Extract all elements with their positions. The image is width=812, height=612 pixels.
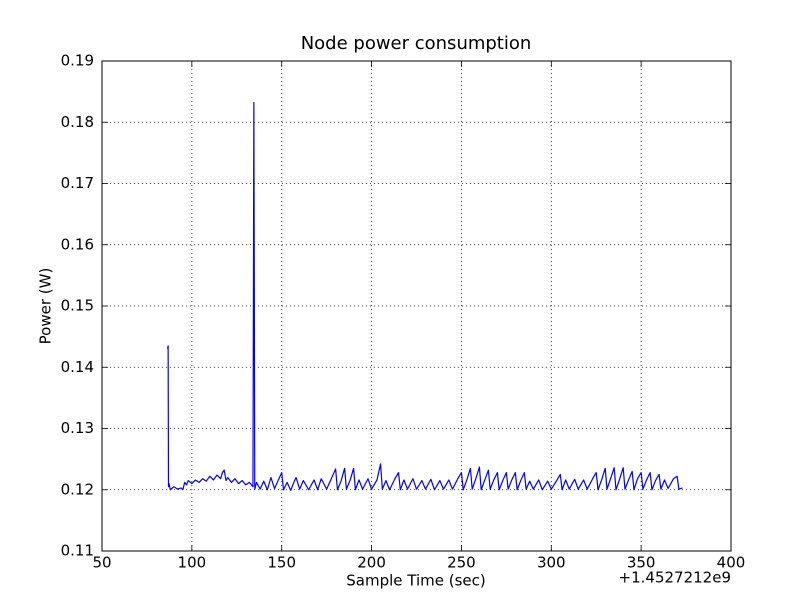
x-offset-label: +1.4527212e9 xyxy=(619,569,731,587)
y-tick-label: 0.14 xyxy=(61,358,94,376)
y-tick-label: 0.18 xyxy=(61,113,94,131)
x-tick-label: 50 xyxy=(92,554,111,572)
x-tick-label: 150 xyxy=(267,554,296,572)
y-tick-label: 0.15 xyxy=(61,297,94,315)
y-tick-label: 0.12 xyxy=(61,480,94,498)
x-tick-label: 350 xyxy=(627,554,656,572)
y-tick-label: 0.17 xyxy=(61,174,94,192)
y-tick-label: 0.13 xyxy=(61,419,94,437)
y-tick-label: 0.11 xyxy=(61,542,94,560)
data-line xyxy=(167,102,683,491)
x-tick-label: 400 xyxy=(717,554,746,572)
plot-frame xyxy=(101,60,732,552)
x-tick-label: 100 xyxy=(178,554,207,572)
x-tick-label: 300 xyxy=(537,554,566,572)
y-axis-label: Power (W) xyxy=(37,268,55,345)
chart-title: Node power consumption xyxy=(301,33,532,54)
x-tick-label: 250 xyxy=(447,554,476,572)
y-tick-label: 0.19 xyxy=(61,52,94,70)
x-tick-label: 200 xyxy=(357,554,386,572)
y-tick-label: 0.16 xyxy=(61,235,94,253)
x-axis-label: Sample Time (sec) xyxy=(346,572,485,590)
